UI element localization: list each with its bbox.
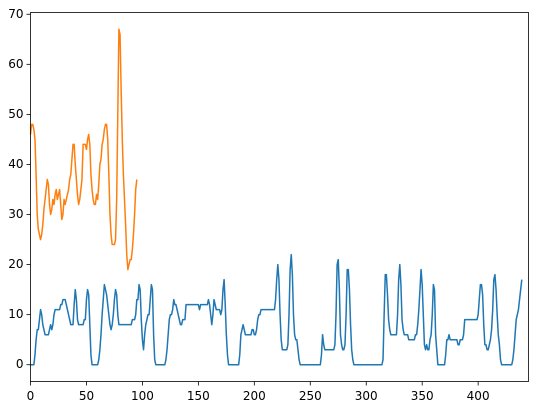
x-tick-label: 350 bbox=[411, 389, 434, 403]
y-tick-label: 20 bbox=[8, 257, 23, 271]
y-tick-label: 10 bbox=[8, 307, 23, 321]
x-tick-label: 200 bbox=[243, 389, 266, 403]
y-tick-label: 40 bbox=[8, 157, 23, 171]
x-tick-label: 300 bbox=[355, 389, 378, 403]
x-tick-label: 0 bbox=[27, 389, 35, 403]
x-tick-label: 400 bbox=[467, 389, 490, 403]
y-tick-label: 30 bbox=[8, 207, 23, 221]
x-tick-label: 150 bbox=[187, 389, 210, 403]
x-tick-label: 250 bbox=[299, 389, 322, 403]
y-tick-label: 70 bbox=[8, 7, 23, 21]
x-tick-label: 50 bbox=[79, 389, 94, 403]
line-series bbox=[30, 253, 523, 366]
line-series bbox=[29, 28, 138, 271]
y-tick-label: 60 bbox=[8, 57, 23, 71]
plot-frame bbox=[30, 12, 529, 382]
y-tick-label: 50 bbox=[8, 107, 23, 121]
y-tick-label: 0 bbox=[16, 357, 24, 371]
x-tick-label: 100 bbox=[131, 389, 154, 403]
